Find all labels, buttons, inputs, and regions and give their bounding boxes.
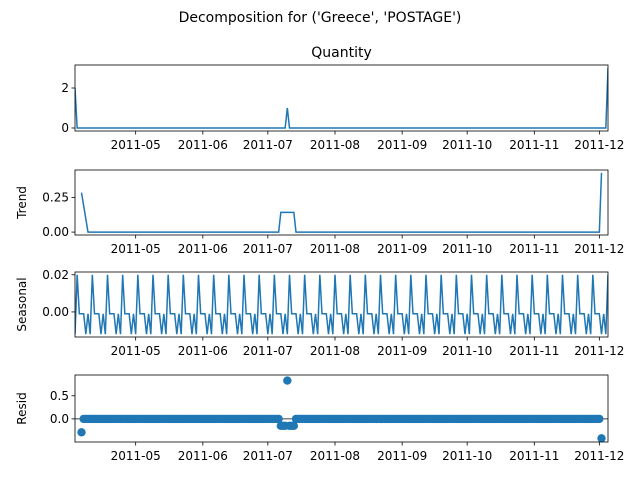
- y-tick-label: 0.00: [42, 305, 69, 319]
- x-tick-label: 2011-11: [509, 138, 559, 152]
- resid-point: [595, 414, 604, 424]
- axes-frame: [74, 169, 609, 236]
- panel-seasonal: 0.00 0.02 2011-05 2011-06 2011-07 2011-08 2011…: [15, 268, 624, 358]
- panel-quantity: 0 2 2011-05 2011-06 2011-07 2011-08 2011-09 201…: [61, 45, 624, 152]
- figure-title: Decomposition for ('Greece', 'POSTAGE'): [179, 10, 462, 26]
- x-tick-label: 2011-05: [111, 344, 161, 358]
- x-tick-label: 2011-09: [377, 138, 427, 152]
- resid-point: [289, 421, 299, 431]
- x-tick-label: 2011-11: [509, 449, 559, 463]
- x-tick-label: 2011-08: [310, 242, 360, 256]
- y-tick-label: 0.25: [42, 191, 69, 205]
- series-resid: [75, 376, 608, 442]
- resid-point: [283, 376, 292, 385]
- x-tick-label: 2011-05: [111, 449, 161, 463]
- x-tick-label: 2011-12: [574, 344, 624, 358]
- x-tick-label: 2011-12: [574, 242, 624, 256]
- y-tick-label: 0.0: [50, 412, 69, 426]
- x-tick-label: 2011-08: [310, 344, 360, 358]
- x-tick-label: 2011-10: [442, 344, 492, 358]
- x-tick-label: 2011-06: [178, 344, 228, 358]
- x-tick-label: 2011-11: [509, 242, 559, 256]
- y-tick-label: 0.02: [42, 268, 69, 282]
- y-axis-label: Seasonal: [15, 277, 29, 331]
- x-tick-label: 2011-09: [377, 242, 427, 256]
- axes-frame: [74, 64, 609, 132]
- axes-frame: [74, 271, 609, 338]
- trend-line: [80, 172, 603, 233]
- x-tick-label: 2011-09: [377, 449, 427, 463]
- series-trend: [80, 172, 603, 233]
- x-tick-label: 2011-10: [442, 242, 492, 256]
- y-tick-label: 2: [61, 81, 69, 95]
- panel-resid: 0.0 0.5 2011-05 2011-06 2011-07 2011-08 2011-0…: [15, 374, 624, 463]
- x-tick-label: 2011-08: [310, 449, 360, 463]
- x-tick-label: 2011-07: [243, 138, 293, 152]
- seasonal-line: [75, 274, 608, 335]
- y-tick-label: 0: [61, 121, 69, 135]
- x-tick-label: 2011-07: [243, 242, 293, 256]
- x-tick-label: 2011-11: [509, 344, 559, 358]
- resid-point: [597, 434, 606, 442]
- axes-frame: [74, 374, 609, 443]
- x-tick-label: 2011-12: [574, 138, 624, 152]
- x-tick-label: 2011-10: [442, 138, 492, 152]
- y-axis-label: Resid: [15, 392, 29, 424]
- x-tick-label: 2011-06: [178, 242, 228, 256]
- quantity-line: [75, 67, 608, 129]
- resid-point: [274, 414, 283, 424]
- x-tick-label: 2011-12: [574, 449, 624, 463]
- y-tick-label: 0.5: [50, 389, 69, 403]
- series-quantity: [75, 67, 608, 129]
- x-tick-label: 2011-09: [377, 344, 427, 358]
- x-tick-label: 2011-10: [442, 449, 492, 463]
- x-tick-label: 2011-07: [243, 344, 293, 358]
- series-seasonal: [75, 274, 608, 335]
- x-tick-label: 2011-06: [178, 449, 228, 463]
- panel-trend: 0.00 0.25 2011-05 2011-06 2011-07 2011-08 2011…: [15, 169, 624, 256]
- x-tick-label: 2011-07: [243, 449, 293, 463]
- x-tick-label: 2011-06: [178, 138, 228, 152]
- y-axis-label: Trend: [15, 186, 29, 220]
- x-tick-label: 2011-08: [310, 138, 360, 152]
- y-tick-label: 0.00: [42, 225, 69, 239]
- resid-point: [77, 428, 86, 437]
- x-tick-label: 2011-05: [111, 138, 161, 152]
- x-tick-label: 2011-05: [111, 242, 161, 256]
- panel-title: Quantity: [311, 45, 372, 61]
